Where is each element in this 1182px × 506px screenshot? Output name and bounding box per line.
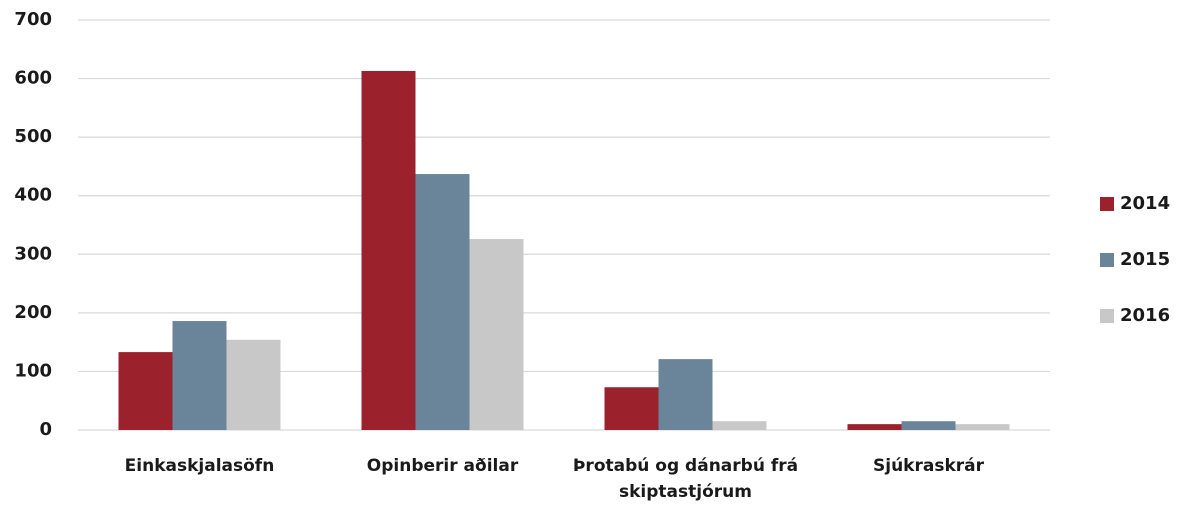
legend-label: 2015 (1120, 249, 1170, 270)
y-tick-label: 200 (14, 302, 52, 323)
x-tick-label: Einkaskjalasöfn (124, 456, 275, 476)
legend-label: 2014 (1120, 193, 1170, 214)
bar (226, 339, 281, 430)
bar (955, 424, 1010, 430)
bar (172, 321, 227, 430)
y-tick-label: 300 (14, 243, 52, 264)
y-tick-label: 0 (39, 419, 52, 440)
y-tick-label: 500 (14, 126, 52, 147)
bar (415, 174, 470, 430)
bar (361, 70, 416, 430)
bar (658, 359, 713, 430)
bar (847, 424, 902, 430)
y-tick-label: 100 (14, 360, 52, 381)
legend-swatch (1100, 253, 1114, 267)
bar (901, 421, 956, 430)
x-tick-label: Þrotabú og dánarbú frá skiptastjórum (572, 456, 799, 502)
y-tick-label: 400 (14, 185, 52, 206)
y-tick-label: 600 (14, 68, 52, 89)
x-tick-label: Opinberir aðilar (366, 456, 519, 476)
legend-label: 2016 (1120, 305, 1170, 326)
bar (604, 387, 659, 430)
bar (118, 352, 173, 430)
bar (712, 421, 767, 430)
x-tick-label: Sjúkraskrár (873, 456, 984, 476)
y-tick-label: 700 (14, 9, 52, 30)
legend-swatch (1100, 309, 1114, 323)
bar (469, 239, 524, 430)
legend-swatch (1100, 197, 1114, 211)
